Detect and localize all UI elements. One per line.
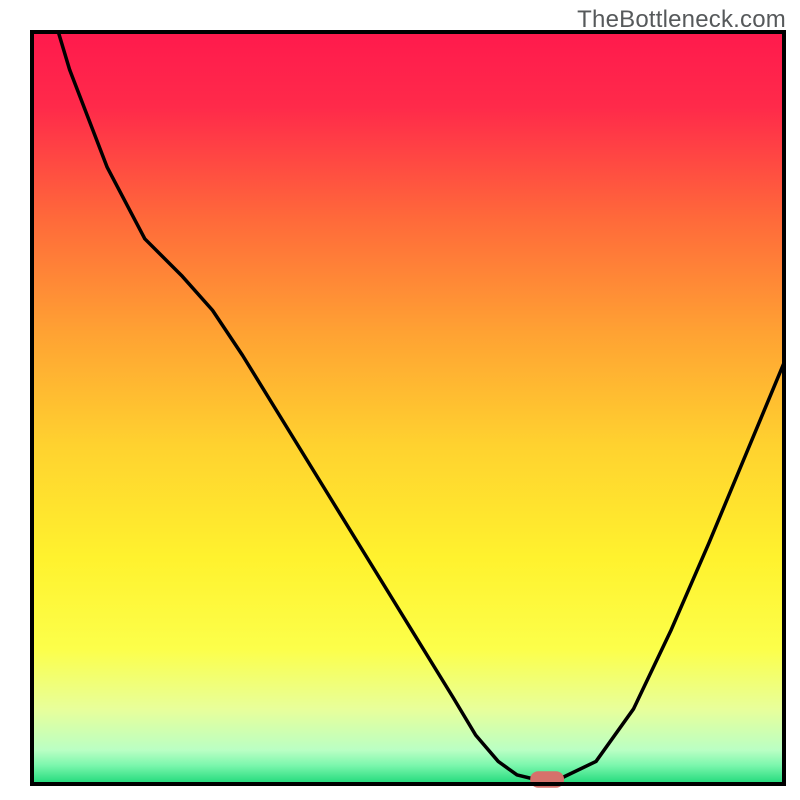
chart-container: TheBottleneck.com <box>0 0 800 800</box>
watermark-text: TheBottleneck.com <box>577 6 786 34</box>
plot-background <box>32 32 784 784</box>
bottleneck-chart <box>0 0 800 800</box>
